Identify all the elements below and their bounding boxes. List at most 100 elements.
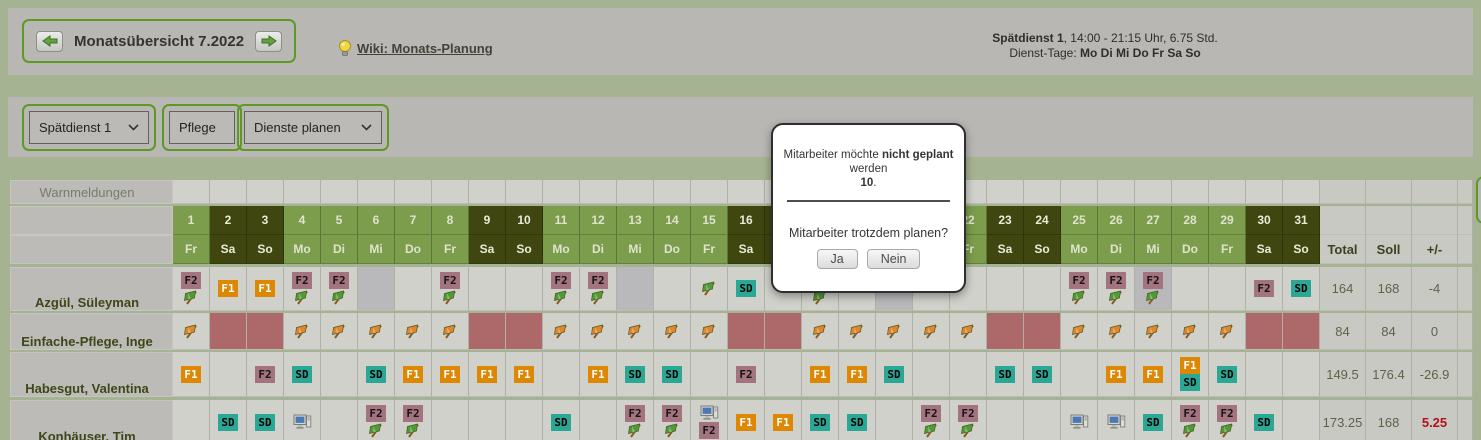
schedule-cell[interactable] (617, 313, 654, 350)
schedule-cell[interactable] (1061, 400, 1098, 440)
day-header-8[interactable]: 8 (432, 206, 469, 235)
schedule-cell[interactable] (1209, 313, 1246, 350)
schedule-cell[interactable]: F2 (950, 400, 987, 440)
day-header-2[interactable]: 2 (210, 206, 247, 235)
day-header-12[interactable]: 12 (580, 206, 617, 235)
schedule-cell[interactable] (691, 352, 728, 397)
schedule-cell[interactable]: F2 (1061, 267, 1098, 311)
schedule-cell[interactable] (654, 267, 691, 311)
weekday-header-13[interactable]: Mi (617, 235, 654, 264)
schedule-cell[interactable] (876, 313, 913, 350)
schedule-cell[interactable]: F1 (432, 352, 469, 397)
employee-name[interactable]: Habesgut, Valentina (10, 352, 173, 397)
schedule-cell[interactable]: F1 (580, 352, 617, 397)
schedule-cell[interactable] (691, 313, 728, 350)
weekday-header-14[interactable]: Do (654, 235, 691, 264)
schedule-cell[interactable] (1283, 400, 1320, 440)
schedule-cell[interactable]: F2 (358, 400, 395, 440)
action-select[interactable]: Dienste planen (244, 111, 382, 144)
schedule-cell[interactable] (1246, 313, 1283, 350)
schedule-cell[interactable] (543, 352, 580, 397)
day-header-6[interactable]: 6 (358, 206, 395, 235)
day-header-15[interactable]: 15 (691, 206, 728, 235)
schedule-cell[interactable] (987, 313, 1024, 350)
weekday-header-7[interactable]: Do (395, 235, 432, 264)
schedule-cell[interactable]: SD (876, 352, 913, 397)
day-header-4[interactable]: 4 (284, 206, 321, 235)
schedule-cell[interactable]: F1 (506, 352, 543, 397)
yes-button[interactable]: Ja (816, 249, 858, 269)
schedule-cell[interactable]: F1 (1098, 352, 1135, 397)
schedule-cell[interactable]: SD (839, 400, 876, 440)
employee-name[interactable]: Azgül, Süleyman (10, 267, 173, 311)
schedule-cell[interactable] (1024, 313, 1061, 350)
schedule-cell[interactable]: F2 (321, 267, 358, 311)
schedule-cell[interactable]: F2 (654, 400, 691, 440)
schedule-cell[interactable]: F2 (1135, 267, 1172, 311)
schedule-cell[interactable] (432, 313, 469, 350)
day-header-3[interactable]: 3 (247, 206, 284, 235)
schedule-cell[interactable] (506, 267, 543, 311)
schedule-cell[interactable] (1061, 313, 1098, 350)
schedule-cell[interactable]: SD (617, 352, 654, 397)
schedule-cell[interactable] (950, 352, 987, 397)
weekday-header-2[interactable]: Sa (210, 235, 247, 264)
employee-name[interactable]: Einfache-Pflege, Inge (10, 313, 173, 350)
schedule-cell[interactable] (1098, 400, 1135, 440)
day-header-26[interactable]: 26 (1098, 206, 1135, 235)
schedule-cell[interactable]: F2 (1098, 267, 1135, 311)
schedule-cell[interactable] (173, 313, 210, 350)
schedule-cell[interactable] (210, 313, 247, 350)
weekday-header-23[interactable]: Sa (987, 235, 1024, 264)
day-header-16[interactable]: 16 (728, 206, 765, 235)
schedule-cell[interactable] (469, 313, 506, 350)
schedule-cell[interactable]: F2 (913, 400, 950, 440)
schedule-cell[interactable] (543, 313, 580, 350)
weekday-header-10[interactable]: So (506, 235, 543, 264)
schedule-cell[interactable]: SD (987, 352, 1024, 397)
schedule-cell[interactable] (1098, 313, 1135, 350)
schedule-cell[interactable] (617, 267, 654, 311)
day-header-7[interactable]: 7 (395, 206, 432, 235)
schedule-cell[interactable]: SD (1209, 352, 1246, 397)
day-header-24[interactable]: 24 (1024, 206, 1061, 235)
schedule-cell[interactable]: SD (654, 352, 691, 397)
day-header-13[interactable]: 13 (617, 206, 654, 235)
prev-month-button[interactable] (36, 30, 63, 52)
schedule-cell[interactable] (691, 267, 728, 311)
schedule-cell[interactable]: F2 (728, 352, 765, 397)
schedule-cell[interactable]: F1 SD (1172, 352, 1209, 397)
day-header-10[interactable]: 10 (506, 206, 543, 235)
schedule-cell[interactable]: F2 (1172, 400, 1209, 440)
schedule-cell[interactable] (728, 313, 765, 350)
right-edge-panel[interactable] (1476, 176, 1481, 224)
schedule-cell[interactable]: F2 (173, 267, 210, 311)
day-header-11[interactable]: 11 (543, 206, 580, 235)
schedule-cell[interactable] (321, 400, 358, 440)
weekday-header-3[interactable]: So (247, 235, 284, 264)
schedule-cell[interactable]: F1 (765, 400, 802, 440)
schedule-cell[interactable] (358, 313, 395, 350)
schedule-cell[interactable] (1283, 313, 1320, 350)
schedule-cell[interactable]: F2 (691, 400, 728, 440)
weekday-header-28[interactable]: Do (1172, 235, 1209, 264)
day-header-25[interactable]: 25 (1061, 206, 1098, 235)
schedule-cell[interactable]: F2 (617, 400, 654, 440)
schedule-cell[interactable] (469, 267, 506, 311)
weekday-header-25[interactable]: Mo (1061, 235, 1098, 264)
schedule-cell[interactable] (987, 267, 1024, 311)
day-header-30[interactable]: 30 (1246, 206, 1283, 235)
schedule-cell[interactable] (876, 400, 913, 440)
schedule-cell[interactable] (210, 352, 247, 397)
schedule-cell[interactable] (1061, 352, 1098, 397)
schedule-cell[interactable]: SD (1283, 267, 1320, 311)
schedule-cell[interactable] (950, 313, 987, 350)
schedule-cell[interactable]: F1 (728, 400, 765, 440)
weekday-header-31[interactable]: So (1283, 235, 1320, 264)
group-select[interactable]: Pflege (169, 111, 235, 144)
day-header-27[interactable]: 27 (1135, 206, 1172, 235)
weekday-header-16[interactable]: Sa (728, 235, 765, 264)
weekday-header-11[interactable]: Mo (543, 235, 580, 264)
weekday-header-9[interactable]: Sa (469, 235, 506, 264)
schedule-cell[interactable] (469, 400, 506, 440)
